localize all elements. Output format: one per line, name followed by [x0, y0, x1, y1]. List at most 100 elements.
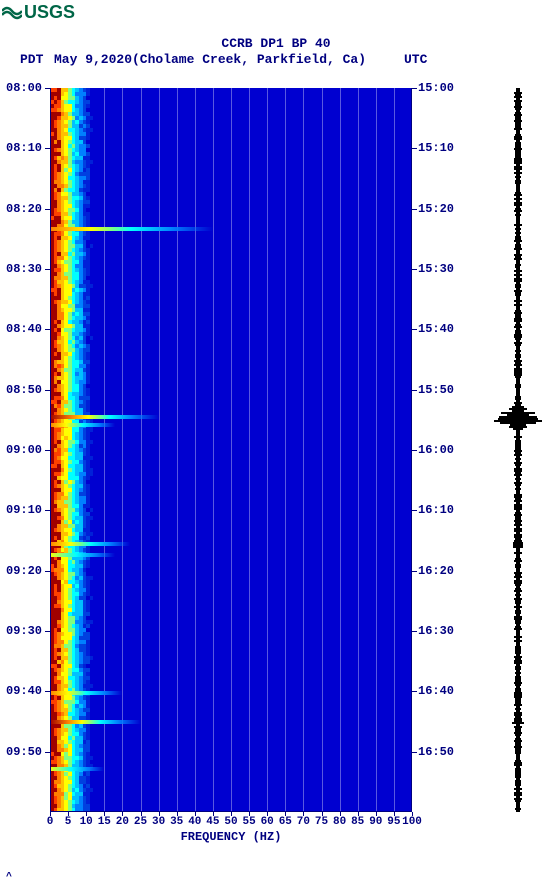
x-tick: 55	[242, 816, 255, 828]
tick-mark	[45, 752, 50, 753]
tick-mark	[213, 812, 214, 816]
heat-column	[90, 88, 94, 812]
y-tick-right: 16:40	[418, 684, 454, 698]
gridline	[267, 88, 268, 812]
tick-mark	[322, 812, 323, 816]
footer-mark: ^	[6, 872, 12, 883]
tick-mark	[358, 812, 359, 816]
tick-mark	[177, 812, 178, 816]
chart-title: CCRB DP1 BP 40	[0, 36, 552, 51]
tick-mark	[45, 209, 50, 210]
tick-mark	[412, 450, 417, 451]
tick-mark	[50, 812, 51, 816]
x-tick: 15	[98, 816, 111, 828]
tick-mark	[159, 812, 160, 816]
gridline	[358, 88, 359, 812]
waveform-trace	[490, 88, 546, 812]
gridline	[141, 88, 142, 812]
event-streak	[50, 423, 115, 427]
x-tick: 100	[402, 816, 422, 828]
tick-mark	[45, 571, 50, 572]
tick-mark	[412, 571, 417, 572]
tick-mark	[412, 691, 417, 692]
event-streak	[50, 227, 213, 231]
tick-mark	[412, 209, 417, 210]
y-tick-left: 09:10	[6, 503, 42, 517]
x-axis-label: FREQUENCY (HZ)	[50, 830, 412, 844]
y-tick-left: 08:10	[6, 141, 42, 155]
tick-mark	[267, 812, 268, 816]
y-tick-left: 08:20	[6, 202, 42, 216]
gridline	[213, 88, 214, 812]
tick-mark	[394, 812, 395, 816]
y-tick-left: 08:40	[6, 322, 42, 336]
tick-mark	[68, 812, 69, 816]
tick-mark	[340, 812, 341, 816]
x-tick: 0	[47, 816, 54, 828]
tick-mark	[412, 510, 417, 511]
tz-right-label: UTC	[404, 52, 427, 67]
tz-left-label: PDT	[20, 52, 43, 67]
x-tick: 30	[152, 816, 165, 828]
tick-mark	[122, 812, 123, 816]
y-tick-right: 15:50	[418, 383, 454, 397]
y-tick-left: 08:50	[6, 383, 42, 397]
tick-mark	[45, 148, 50, 149]
x-tick: 45	[206, 816, 219, 828]
spectrogram-plot	[50, 88, 412, 812]
x-tick: 20	[116, 816, 129, 828]
y-tick-right: 16:00	[418, 443, 454, 457]
tick-mark	[231, 812, 232, 816]
gridline	[122, 88, 123, 812]
gridline	[340, 88, 341, 812]
date-label: May 9,2020	[54, 52, 132, 67]
y-tick-right: 15:20	[418, 202, 454, 216]
event-streak	[50, 720, 141, 724]
tick-mark	[45, 88, 50, 89]
tick-mark	[412, 812, 413, 816]
tick-mark	[412, 390, 417, 391]
x-tick: 40	[188, 816, 201, 828]
gridline	[231, 88, 232, 812]
y-tick-left: 09:30	[6, 624, 42, 638]
tick-mark	[412, 269, 417, 270]
x-tick: 70	[297, 816, 310, 828]
event-streak	[50, 542, 130, 546]
y-tick-left: 08:30	[6, 262, 42, 276]
tick-mark	[285, 812, 286, 816]
tick-mark	[412, 752, 417, 753]
y-tick-right: 16:50	[418, 745, 454, 759]
y-tick-left: 08:00	[6, 81, 42, 95]
gridline	[195, 88, 196, 812]
event-streak	[50, 691, 122, 695]
y-tick-right: 16:30	[418, 624, 454, 638]
x-tick: 95	[387, 816, 400, 828]
gridline	[177, 88, 178, 812]
event-streak	[50, 767, 104, 771]
gridline	[104, 88, 105, 812]
tick-mark	[141, 812, 142, 816]
tick-mark	[45, 691, 50, 692]
y-tick-right: 16:10	[418, 503, 454, 517]
y-tick-right: 15:40	[418, 322, 454, 336]
x-tick: 60	[261, 816, 274, 828]
x-tick: 50	[224, 816, 237, 828]
usgs-logo: USGS	[2, 2, 75, 23]
x-tick: 90	[369, 816, 382, 828]
x-tick: 85	[351, 816, 364, 828]
gridline	[159, 88, 160, 812]
y-tick-left: 09:40	[6, 684, 42, 698]
tick-mark	[45, 450, 50, 451]
tick-mark	[249, 812, 250, 816]
usgs-logo-text: USGS	[24, 2, 75, 23]
tick-mark	[45, 329, 50, 330]
tick-mark	[86, 812, 87, 816]
gridline	[285, 88, 286, 812]
tick-mark	[45, 390, 50, 391]
gridline	[376, 88, 377, 812]
y-tick-right: 15:10	[418, 141, 454, 155]
y-tick-right: 16:20	[418, 564, 454, 578]
y-tick-right: 15:30	[418, 262, 454, 276]
x-tick: 35	[170, 816, 183, 828]
tick-mark	[45, 269, 50, 270]
